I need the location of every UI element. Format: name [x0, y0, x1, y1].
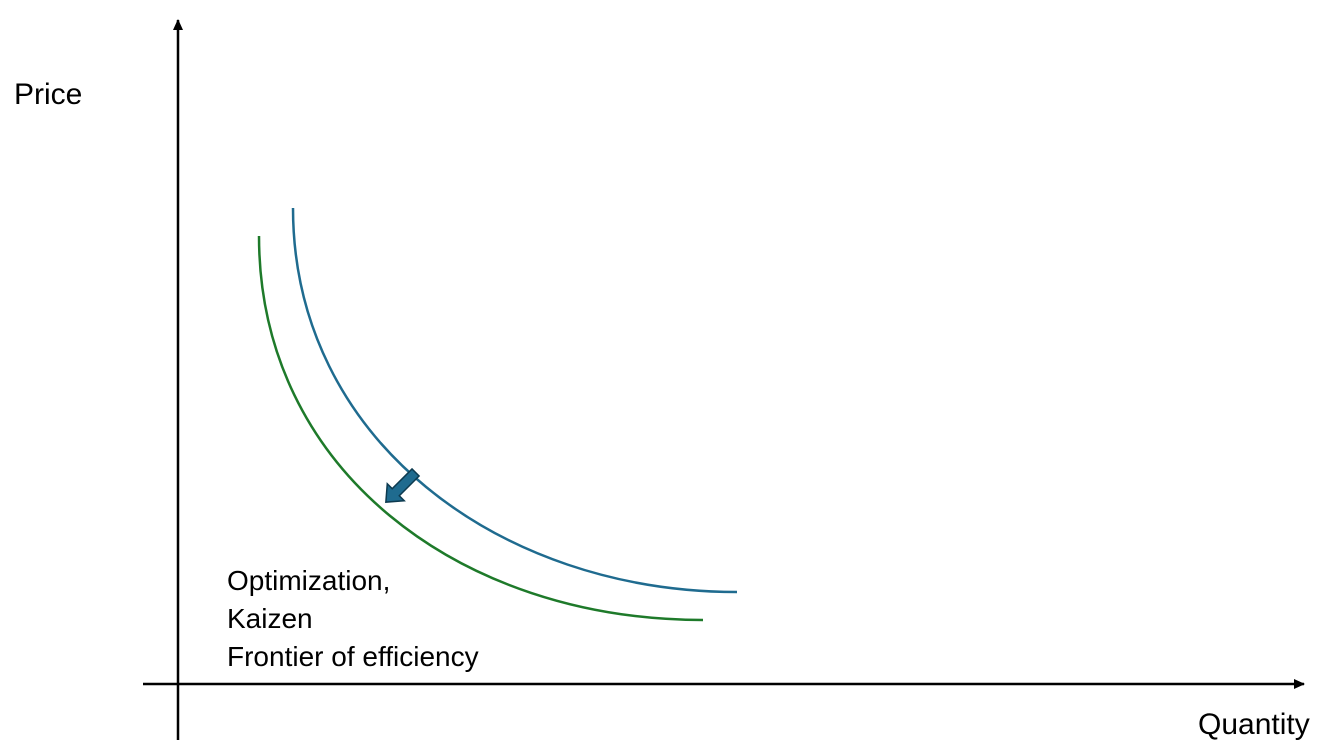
annotation-line-2: Kaizen — [227, 603, 313, 634]
blue-curve — [291, 207, 738, 594]
annotation-line-1: Optimization, — [227, 565, 391, 596]
x-axis-label: Quantity — [1198, 708, 1310, 741]
shift-arrow — [385, 467, 421, 503]
y-axis-label: Price — [14, 78, 83, 111]
green-curve — [257, 235, 704, 622]
annotation-text: Optimization, Kaizen Frontier of efficie… — [227, 562, 479, 676]
annotation-line-3: Frontier of efficiency — [227, 641, 479, 672]
